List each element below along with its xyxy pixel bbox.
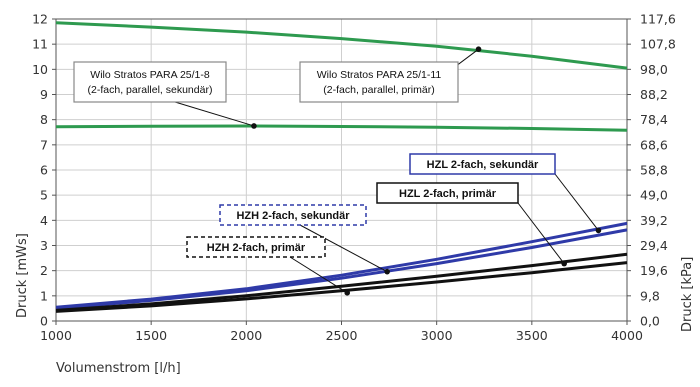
annotation-leader-line [289,256,348,294]
x-tick-label: 2000 [230,328,262,343]
annotation-box [219,204,367,226]
y2-tick-label: 49,0 [640,188,668,203]
y-axis-title: Druck [mWs] [15,233,30,318]
y-tick-label: 4 [40,213,48,228]
annotation-label: HZL 2-fach, primär [399,188,497,200]
annotation-label: Wilo Stratos PARA 25/1-8 [90,69,210,81]
y2-tick-label: 39,2 [640,213,668,228]
annotation-box [299,61,459,103]
y2-tick-label: 9,8 [640,288,660,303]
annotation-anchor-dot [384,268,390,275]
series-line [55,228,628,310]
annotation-label: HZH 2-fach, sekundär [236,210,350,222]
y-tick-label: 0 [40,314,48,329]
annotation-box [73,61,227,103]
x-tick-label: 4000 [611,328,643,343]
annotation-leader-line [174,101,255,127]
annotation-leader-line [554,173,599,231]
y2-tick-label: 98,0 [640,62,668,77]
annotation-label: (2-fach, parallel, primär) [323,84,434,96]
annotation-label: (2-fach, parallel, sekundär) [88,84,213,96]
y-tick-label: 11 [32,37,48,52]
annotation-box [409,153,556,175]
y-tick-label: 1 [40,288,48,303]
annotation-anchor-dot [344,290,351,296]
annotation-label: HZL 2-fach, sekundär [427,159,539,171]
series-line [55,252,628,312]
x-tick-label: 3500 [516,328,548,343]
x-tick-label: 3000 [421,328,453,343]
y-tick-label: 2 [40,263,48,278]
annotation-anchor-dot [561,260,567,267]
x-axis-title: Volumenstrom [l/h] [56,361,181,376]
y-tick-label: 7 [40,137,48,152]
annotation-box [376,182,519,204]
annotation-leader-line [299,224,388,273]
y2-tick-label: 117,6 [640,12,676,27]
y-tick-label: 9 [40,87,48,102]
series-line [55,124,628,132]
y2-tick-label: 78,4 [640,112,668,127]
y2-tick-label: 29,4 [640,238,668,253]
series-line [55,261,628,313]
y2-tick-label: 107,8 [640,37,676,52]
y2-tick-label: 0,0 [640,314,660,329]
annotation-anchor-dot [251,123,257,129]
annotation-label: HZH 2-fach, primär [207,242,306,254]
x-tick-label: 1000 [40,328,72,343]
annotation-leader-line [517,202,565,264]
y-tick-label: 8 [40,112,48,127]
annotation-anchor-dot [475,46,482,52]
y-tick-label: 6 [40,163,48,178]
y2-tick-label: 88,2 [640,87,668,102]
y-tick-label: 10 [32,62,48,77]
x-tick-label: 2500 [326,328,358,343]
annotation-anchor-dot [595,227,602,234]
y2-tick-label: 68,6 [640,137,668,152]
annotation-box [186,236,326,258]
y-tick-label: 5 [40,188,48,203]
annotation-label: Wilo Stratos PARA 25/1-11 [317,69,442,81]
x-tick-label: 1500 [135,328,167,343]
y2-axis-title: Druck [kPa] [680,257,695,332]
y2-tick-label: 58,8 [640,163,668,178]
y2-tick-label: 19,6 [640,263,668,278]
series-line [55,21,628,70]
y-tick-label: 3 [40,238,48,253]
y-tick-label: 12 [32,12,48,27]
